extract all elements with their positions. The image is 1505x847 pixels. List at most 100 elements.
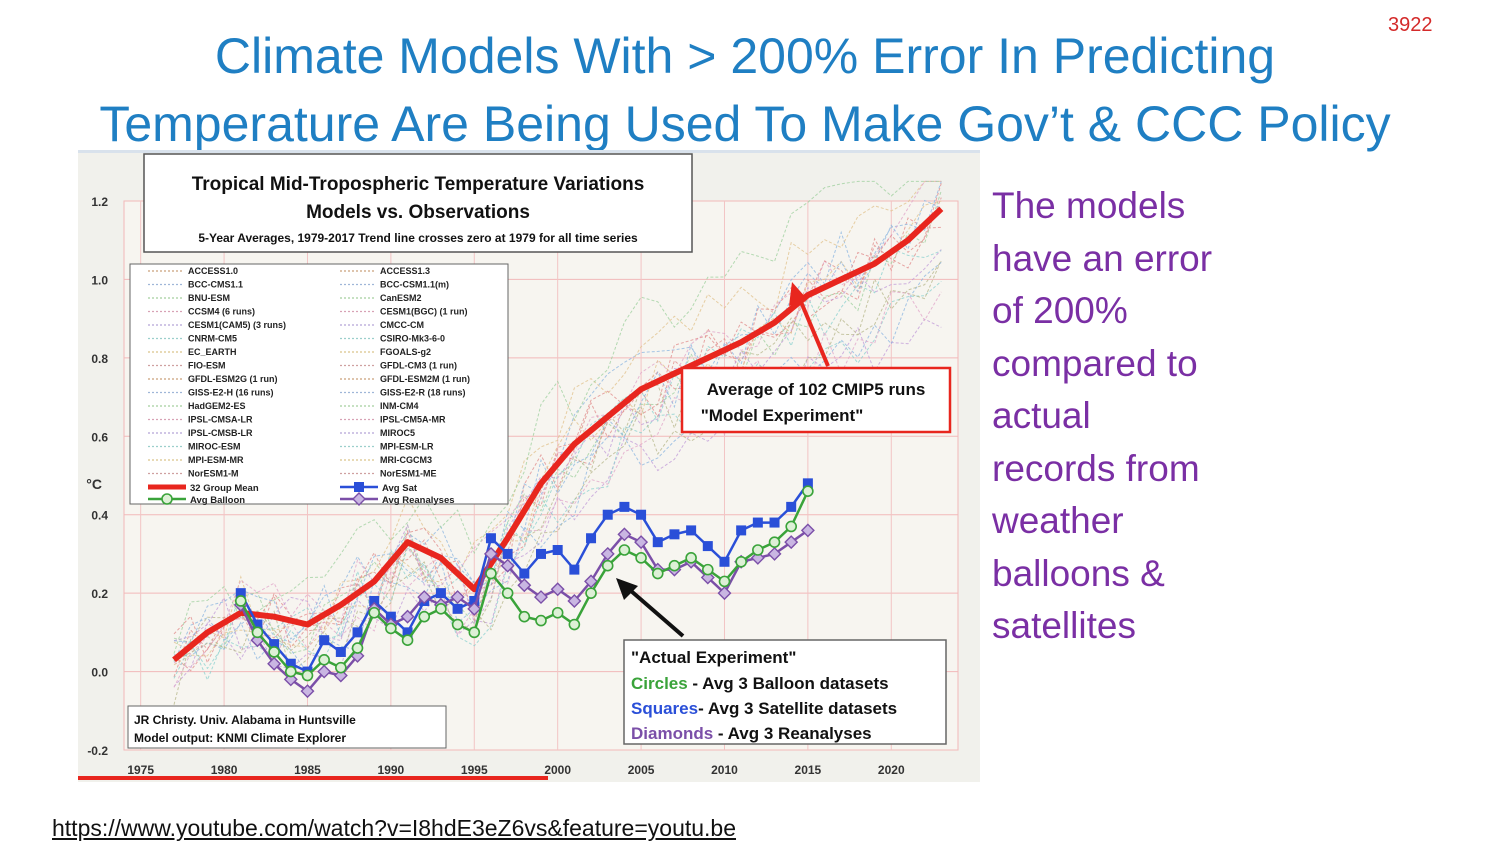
reanalysis-point [784,535,799,550]
reanalysis-point [417,590,432,605]
balloon-point [301,669,314,682]
satellite-point [569,564,580,575]
side-note-line: records from [992,447,1200,489]
x-tick-label: 1985 [294,763,321,777]
satellite-point [669,529,680,540]
legend-entry: ACCESS1.3 [380,266,430,276]
satellite-point [369,595,380,606]
balloon-point [418,610,431,623]
model-run-line [173,318,942,687]
legend-entry: HadGEM2-ES [188,401,246,411]
reanalysis-point [550,582,565,597]
satellite-point [736,525,747,536]
diamonds-label: Diamonds [631,724,713,743]
model-run-line [173,280,942,682]
legend-entry: IPSL-CMSB-LR [188,428,253,438]
satellite-point [352,627,363,638]
model-run-line [173,262,942,674]
observation-arrow-head [616,578,638,600]
legend-entry: MPI-ESM-MR [188,455,244,465]
title-box-frame [143,153,693,253]
reanalysis-point [534,590,548,605]
y-tick-label: 0.4 [91,509,108,523]
satellite-point [519,568,530,579]
chart-title-box: Tropical Mid-Tropospheric Temperature Va… [143,153,693,253]
satellite-point [536,548,546,559]
reanalysis-point [450,590,465,605]
reanalysis-point [500,558,515,573]
reanalysis-point [517,578,532,593]
balloon-point [601,559,614,572]
balloon-point [618,544,631,556]
balloon-point [568,618,581,631]
circles-label: Circles [631,674,688,693]
y-tick-label: 0.6 [91,430,108,444]
balloon-point [735,555,747,568]
reanalysis-point [300,684,315,699]
model-run-line [173,180,942,654]
model-annotation-frame [680,366,952,434]
legend-entry: BCC-CMS1.1 [188,280,243,290]
satellite-point [269,639,280,650]
chart-bottom-bar [78,776,548,780]
x-tick-label: 2020 [878,763,905,777]
reanalysis-point [634,535,649,550]
satellite-point [435,588,446,599]
reanalysis-point [717,586,732,601]
reanalysis-point [567,593,582,608]
legend-box: ACCESS1.0 BCC-CMS1.1 BNU-ESM CCSM4 (6 runs)… [129,263,509,506]
source-link[interactable]: https://www.youtube.com/watch?v=I8hdE3eZ… [52,815,737,841]
legend-series-entry: Avg Balloon [190,495,245,506]
legend-entry: GFDL-CM3 (1 run) [380,361,457,371]
balloon-point [668,559,681,572]
satellite-point [335,646,346,657]
chart-note: 5-Year Averages, 1979-2017 Trend line cr… [198,231,638,245]
credit-line-2: Model output: KNMI Climate Explorer [134,731,346,745]
y-tick-label: 1.2 [91,195,108,209]
observation-annotation-frame [623,639,947,745]
satellite-point [686,525,697,536]
y-tick-label: 0.2 [91,587,108,601]
legend-entry: CanESM2 [380,293,422,303]
balloon-point [802,485,814,497]
side-note-line: The models [992,185,1186,226]
series-layer [172,206,944,699]
reanalysis-point [617,527,632,542]
reanalysis-point [483,546,498,561]
balloon-point [585,587,597,599]
x-tick-label: 1975 [127,763,154,777]
balloon-point [385,622,397,635]
reanalysis-point [317,664,332,679]
reanalysis-point [267,656,282,671]
x-tick-label: 1990 [378,763,405,777]
balloon-point [718,575,731,588]
satellite-point [485,533,496,544]
credit-box: JR Christy. Univ. Alabama in Huntsville … [127,705,447,749]
satellite-point [385,611,396,622]
legend-entry: NorESM1-M [188,469,239,479]
observation-satellite-line: Squares- Avg 3 Satellite datasets [631,699,897,718]
legend-entry: BCC-CSM1.1(m) [380,280,449,290]
legend-entry: CMCC-CM [380,320,424,330]
legend-entry: CESM1(CAM5) (3 runs) [188,320,286,330]
model-run-line [173,260,942,662]
side-note-line: of 200% [992,290,1128,331]
legend-entry: IPSL-CMSA-LR [188,415,253,425]
observation-arrow-shaft [621,582,685,638]
observation-annotation-title: "Actual Experiment" [631,648,796,667]
satellite-point [586,533,597,544]
x-tick-label: 2010 [711,763,738,777]
balloon-point [768,536,781,548]
balloon-point [468,626,481,639]
satellite-point [652,537,663,548]
slide-title-line-2: Temperature Are Being Used To Make Gov’t… [99,96,1391,152]
legend-entry: FIO-ESM [188,361,226,371]
model-annotation-line-2: "Model Experiment" [701,406,864,425]
legend-entry: MIROC-ESM [188,442,241,452]
satellite-point [602,509,613,520]
axis-layer: 1.2 1.0 0.8 0.6 0.4 0.2 0.0 -0.2 1975 1980 1985 199… [86,195,905,777]
balloon-point [351,642,364,654]
balloon-point [651,567,664,580]
balloon-point [368,606,381,619]
satellite-point [502,548,513,559]
